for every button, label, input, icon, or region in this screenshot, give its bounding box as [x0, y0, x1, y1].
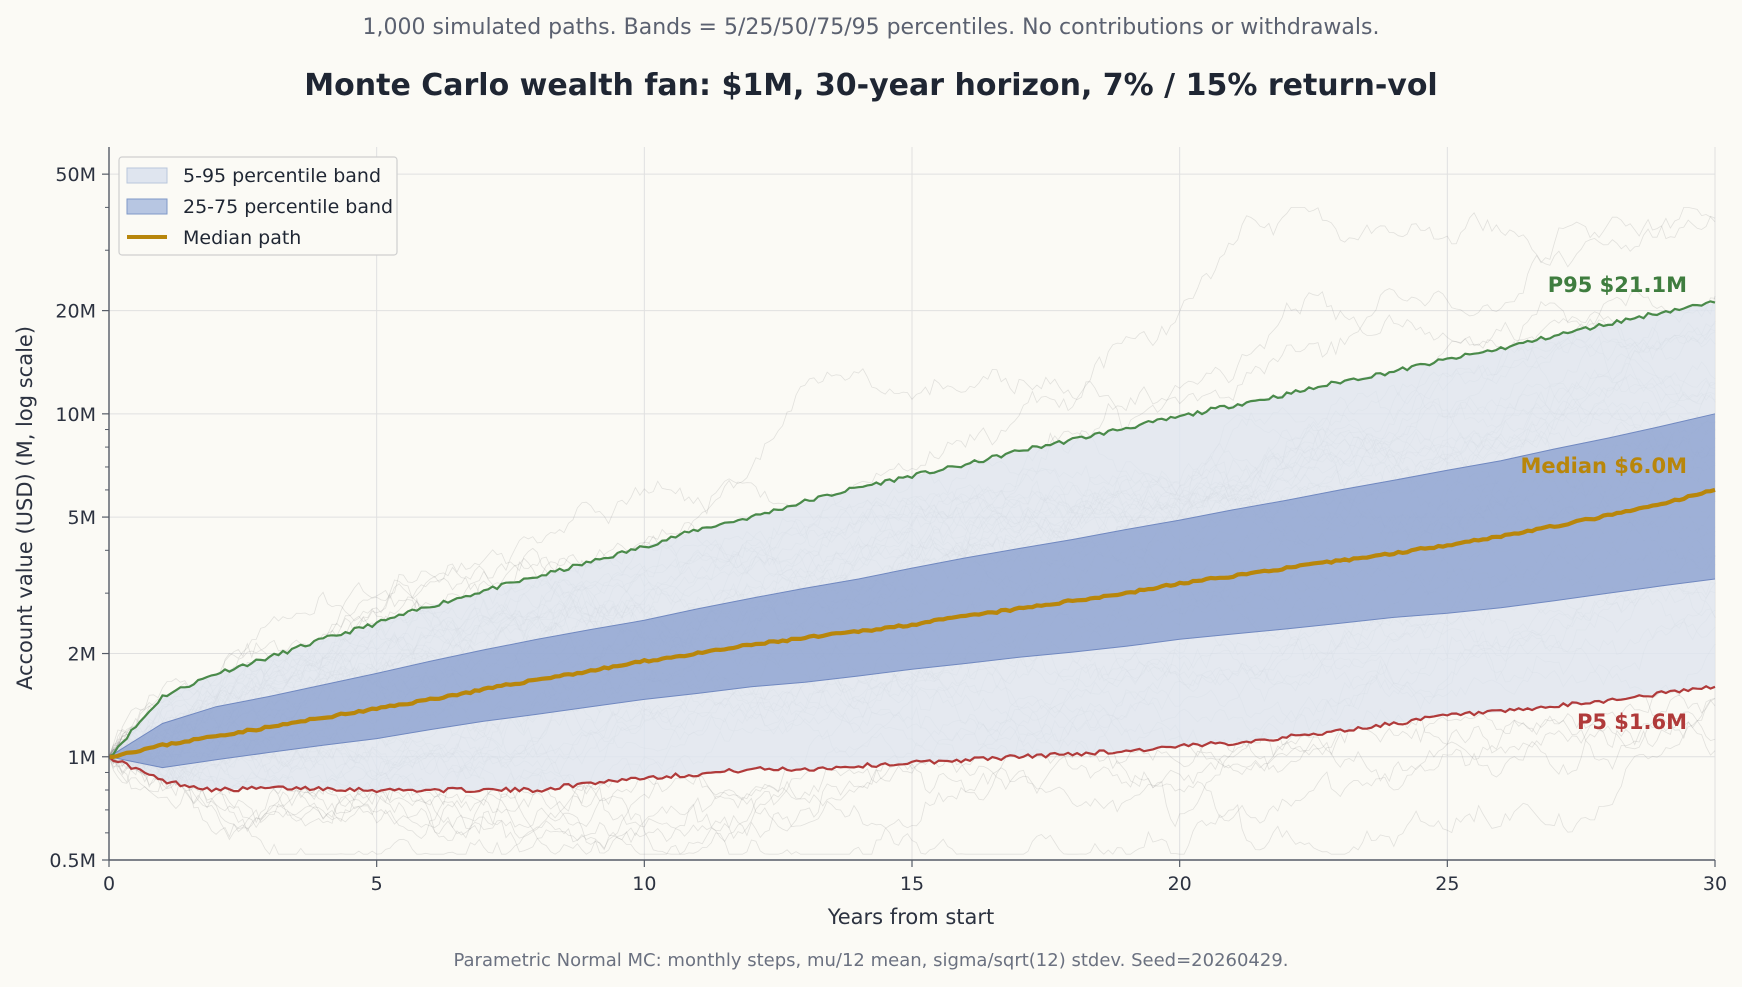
footnote: Parametric Normal MC: monthly steps, mu/…: [453, 950, 1288, 971]
x-tick-label: 0: [103, 873, 115, 895]
x-tick-label: 25: [1435, 873, 1459, 895]
band-edge-p25: [108, 578, 1716, 769]
x-tick-label: 20: [1168, 873, 1192, 895]
x-tick-label: 5: [371, 873, 383, 895]
chart-subtitle: 1,000 simulated paths. Bands = 5/25/50/7…: [363, 15, 1380, 40]
y-tick-label: 5M: [68, 507, 96, 529]
legend-swatch-inner-band: [126, 198, 168, 215]
line-p5: [108, 685, 1716, 794]
x-tick-label: 15: [900, 873, 924, 895]
line-p95: [108, 300, 1716, 758]
chart-title: Monte Carlo wealth fan: $1M, 30-year hor…: [304, 68, 1437, 103]
legend-frame: [118, 156, 398, 256]
percentile-bands: [108, 302, 1716, 790]
simulated-path: [108, 207, 1716, 765]
y-tick-label: 0.5M: [49, 850, 96, 872]
axes: [102, 147, 1716, 867]
legend-label-inner-band: 25-75 percentile band: [183, 196, 393, 218]
y-tick-label: 1M: [68, 747, 96, 769]
legend-label-outer-band: 5-95 percentile band: [183, 165, 381, 187]
y-tick-label: 50M: [55, 164, 96, 186]
tick-labels: 0 5 10 15 20 25 30 0.5M 1M 2M 5M 10M 20M 50M: [49, 164, 1727, 895]
x-tick-label: 30: [1703, 873, 1727, 895]
x-axis-label: Years from start: [827, 905, 995, 929]
band-edge-p75: [108, 413, 1716, 758]
x-tick-label: 10: [632, 873, 656, 895]
y-tick-label: 10M: [55, 404, 96, 426]
legend: 5-95 percentile band 25-75 percentile ba…: [118, 156, 398, 256]
y-axis-label: Account value (USD) (M, log scale): [13, 326, 37, 690]
annotation-median: Median $6.0M: [1520, 454, 1687, 478]
y-tick-label: 20M: [55, 301, 96, 323]
percentile-lines: [108, 300, 1716, 794]
y-tick-label: 2M: [68, 644, 96, 666]
legend-swatch-outer-band: [126, 167, 168, 184]
annotation-p5: P5 $1.6M: [1577, 710, 1687, 734]
legend-label-median: Median path: [183, 227, 301, 249]
annotation-p95: P95 $21.1M: [1548, 273, 1687, 297]
simulated-path: [108, 715, 1716, 855]
band-25-75: [109, 413, 1715, 768]
line-median: [108, 487, 1716, 760]
